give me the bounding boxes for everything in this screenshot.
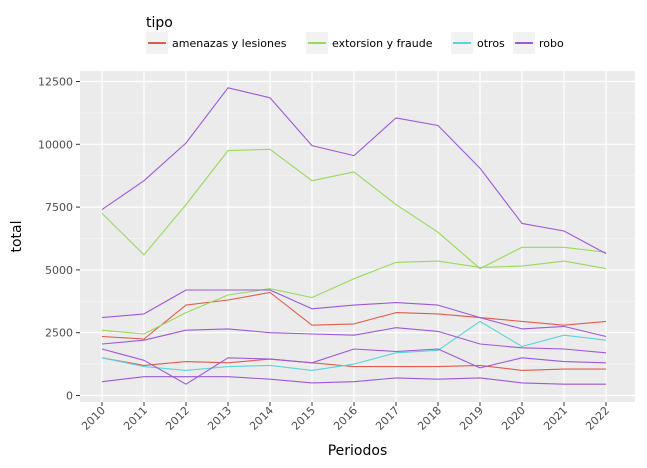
y-tick-label: 2500 [45,327,73,340]
legend-item: robo [513,32,564,54]
series-line-amenazas-y-lesiones-0 [101,291,607,340]
x-axis-title: Periodos [328,443,388,459]
series-lines [101,87,607,385]
y-tick-label: 12500 [38,76,73,89]
legend-item: extorsion y fraude [306,32,433,54]
series-line-otros-4 [101,320,607,371]
legend-item: otros [451,32,505,54]
x-tick-label: 2016 [331,404,360,433]
x-tick-label: 2019 [457,404,486,433]
x-axis: 2010 2011 2012 2013 2014 2015 2016 2017 2018 2019… [79,402,612,433]
legend-item: amenazas y lesiones [146,32,287,54]
legend-label: amenazas y lesiones [172,37,287,50]
x-tick-label: 2018 [415,404,444,433]
legend-label: otros [477,37,505,50]
x-tick-label: 2012 [163,404,192,433]
legend: tipo amenazas y lesiones extorsion y frau… [146,15,564,54]
x-tick-label: 2013 [205,404,234,433]
series-line-extorsion-y-fraude-2 [101,148,607,270]
x-tick-label: 2015 [289,404,318,433]
major-gridlines [80,71,635,402]
legend-label: robo [539,37,564,50]
x-tick-label: 2020 [499,404,528,433]
y-tick-label: 10000 [38,138,73,151]
x-tick-label: 2011 [121,404,150,433]
y-axis-title: total [9,220,25,252]
series-line-robo-5 [101,87,607,255]
legend-label: extorsion y fraude [332,37,433,50]
series-line-extorsion-y-fraude-3 [101,260,607,335]
legend-title: tipo [146,15,173,31]
y-axis: 0 2500 5000 7500 10000 12500 [38,76,80,403]
series-line-amenazas-y-lesiones-1 [101,357,606,371]
plot-panel [80,71,635,402]
x-tick-label: 2014 [247,404,276,433]
x-tick-label: 2022 [583,404,612,433]
series-line-robo-6 [101,289,607,338]
x-tick-label: 2010 [79,404,108,433]
x-tick-label: 2021 [541,404,570,433]
y-tick-label: 0 [66,390,73,403]
x-tick-label: 2017 [373,404,402,433]
series-line-robo-7 [101,327,607,354]
series-line-robo-8 [101,348,607,385]
series-line-robo-9 [101,376,606,385]
minor-gridlines [80,112,635,365]
y-tick-label: 7500 [45,201,73,214]
y-tick-label: 5000 [45,264,73,277]
